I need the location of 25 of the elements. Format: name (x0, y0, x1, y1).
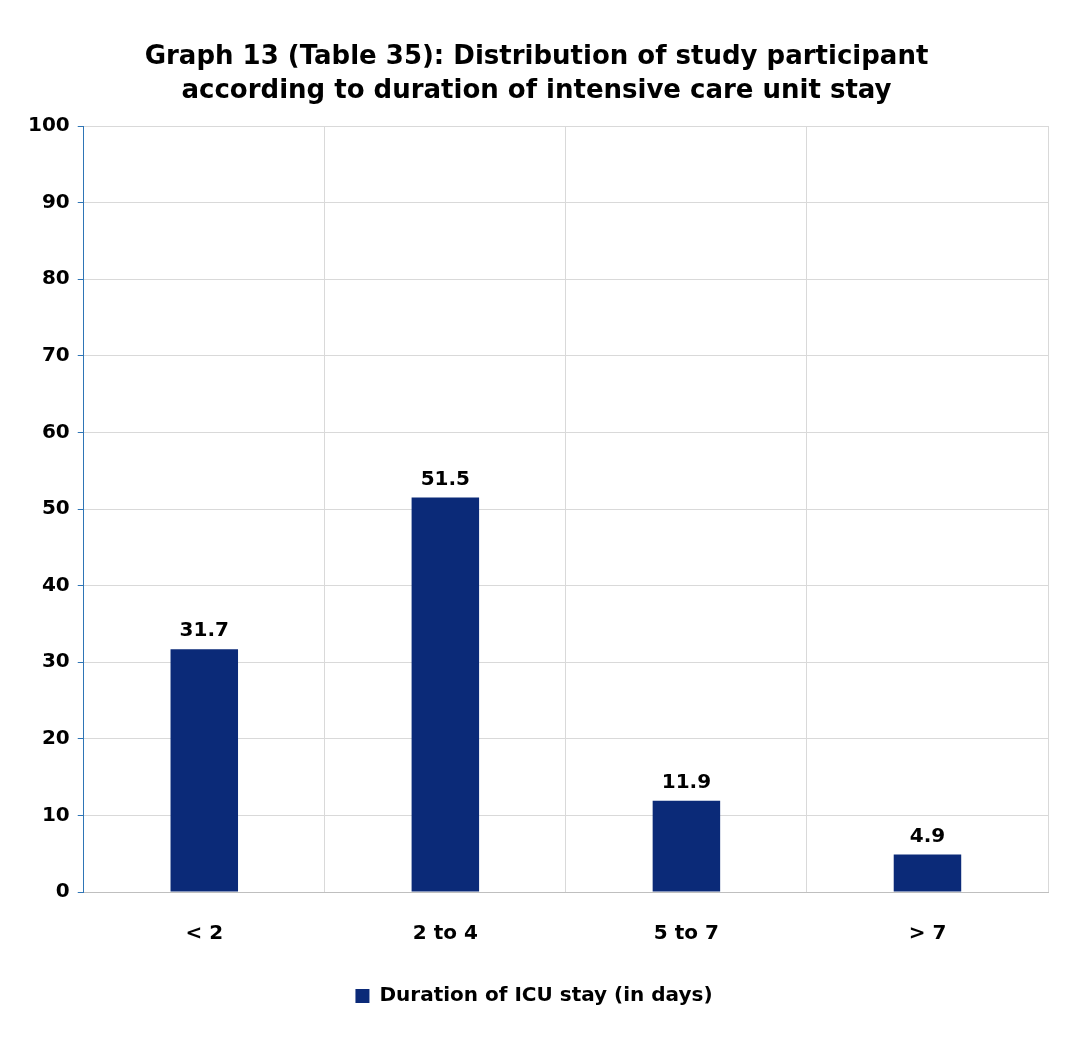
y-tick-label: 0 (55, 878, 70, 903)
bar (170, 649, 239, 892)
y-tick-label: 50 (41, 495, 70, 520)
y-tick-label: 10 (41, 801, 70, 826)
x-tick-label: 5 to 7 (653, 920, 719, 945)
data-label: 11.9 (661, 769, 712, 794)
legend-label: Duration of ICU stay (in days) (379, 982, 713, 1007)
y-tick-label: 80 (41, 265, 70, 290)
y-tick-label: 30 (41, 648, 70, 673)
x-tick-label: > 7 (908, 920, 947, 945)
y-tick-label: 20 (41, 725, 70, 749)
data-label: 4.9 (909, 822, 946, 847)
data-label: 31.7 (179, 617, 229, 642)
bar (893, 854, 962, 892)
y-tick-label: 40 (41, 571, 70, 596)
bar (411, 497, 480, 892)
y-tick-label: 100 (28, 112, 70, 137)
bar (652, 800, 721, 892)
x-tick-label: < 2 (185, 920, 224, 945)
chart-title: Graph 13 (Table 35): Distribution of study participant according to duration of intensive care unit stay (143, 39, 930, 106)
data-label: 51.5 (420, 465, 471, 490)
y-tick-label: 70 (41, 342, 70, 366)
y-tick-label: 90 (41, 188, 70, 213)
y-tick-label: 60 (41, 418, 70, 443)
x-tick-label: 2 to 4 (412, 920, 478, 945)
